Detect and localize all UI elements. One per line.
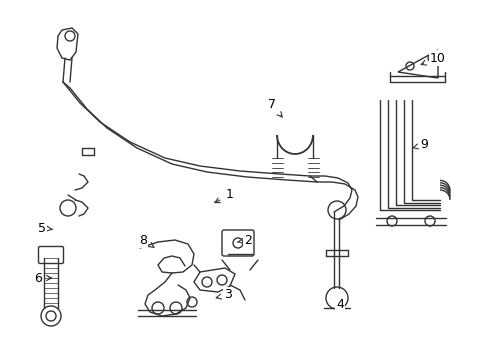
Circle shape [325, 287, 347, 309]
Text: 2: 2 [237, 234, 251, 247]
Text: 9: 9 [412, 139, 427, 152]
Text: 10: 10 [420, 51, 445, 65]
Text: 3: 3 [216, 288, 231, 302]
Text: 7: 7 [267, 99, 282, 117]
Circle shape [41, 306, 61, 326]
Text: 4: 4 [335, 298, 344, 311]
Circle shape [327, 201, 346, 219]
Text: 5: 5 [38, 221, 53, 234]
Text: 8: 8 [139, 234, 154, 247]
FancyBboxPatch shape [39, 247, 63, 264]
Text: 6: 6 [34, 271, 52, 284]
FancyBboxPatch shape [222, 230, 253, 256]
Text: 1: 1 [214, 189, 233, 203]
